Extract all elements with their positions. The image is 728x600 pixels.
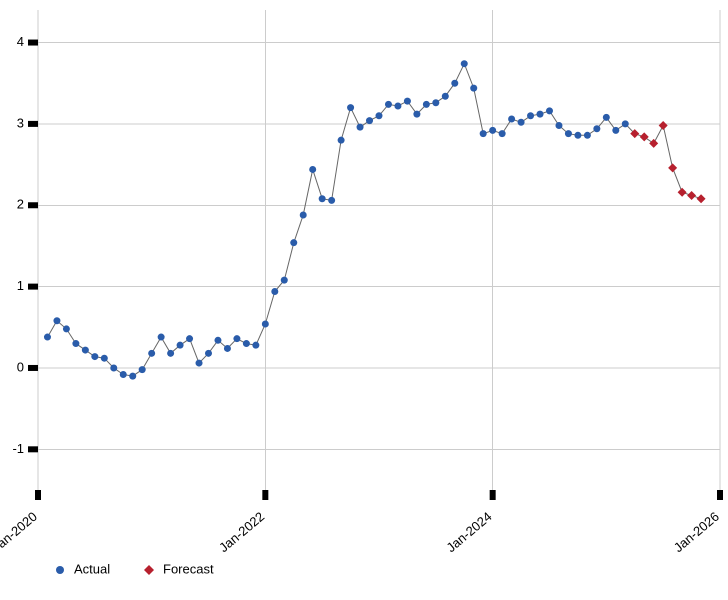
data-point-actual: [214, 337, 221, 344]
data-point-actual: [167, 350, 174, 357]
legend-marker: [144, 565, 154, 575]
data-point-actual: [44, 334, 51, 341]
data-point-forecast: [668, 163, 677, 172]
x-axis-ticks: Jan-2020 Jan-2022 Jan-2024 Jan-2026: [0, 490, 722, 555]
data-point-actual: [413, 111, 420, 118]
data-point-actual: [186, 335, 193, 342]
data-point-forecast: [659, 121, 668, 130]
data-point-actual: [196, 360, 203, 367]
data-point-actual: [394, 103, 401, 110]
data-point-actual: [177, 342, 184, 349]
data-point-actual: [281, 277, 288, 284]
y-tick-label: 1: [17, 278, 24, 293]
grid-horizontal: [38, 43, 720, 450]
y-tick-label: 4: [17, 34, 24, 49]
x-tick-label: Jan-2024: [443, 509, 494, 555]
data-point-actual: [243, 340, 250, 347]
time-series-chart: -1 0 1 2 3 4 Jan-2020 Jan-2022 Jan-2024 Jan-2026…: [0, 0, 728, 600]
series-line: [48, 64, 702, 376]
y-tick-label: 2: [17, 197, 24, 212]
data-point-actual: [158, 334, 165, 341]
data-point-actual: [489, 127, 496, 134]
data-point-actual: [328, 197, 335, 204]
data-point-actual: [205, 350, 212, 357]
data-point-forecast: [678, 188, 687, 197]
data-point-actual: [101, 355, 108, 362]
data-point-forecast: [640, 132, 649, 141]
data-point-actual: [451, 80, 458, 87]
data-point-actual: [366, 117, 373, 124]
data-point-actual: [527, 112, 534, 119]
data-point-actual: [63, 325, 70, 332]
data-point-actual: [224, 345, 231, 352]
grid-vertical: [38, 10, 720, 490]
data-point-actual: [271, 288, 278, 295]
data-point-actual: [309, 166, 316, 173]
y-tick-label: -1: [12, 441, 24, 456]
data-point-actual: [555, 122, 562, 129]
legend-marker: [56, 566, 64, 574]
data-point-actual: [139, 366, 146, 373]
x-tick-label: Jan-2020: [0, 509, 40, 555]
data-point-actual: [91, 353, 98, 360]
data-point-actual: [518, 119, 525, 126]
data-point-forecast: [687, 191, 696, 200]
data-point-actual: [129, 373, 136, 380]
data-point-actual: [593, 125, 600, 132]
y-tick-label: 0: [17, 359, 24, 374]
data-point-actual: [53, 317, 60, 324]
legend-label: Actual: [74, 561, 110, 576]
legend-label: Forecast: [163, 561, 214, 576]
data-point-actual: [120, 371, 127, 378]
data-point-forecast: [697, 194, 706, 203]
data-point-actual: [347, 104, 354, 111]
data-point-actual: [423, 101, 430, 108]
data-point-actual: [622, 120, 629, 127]
data-point-actual: [252, 342, 259, 349]
data-point-actual: [480, 130, 487, 137]
data-point-actual: [338, 137, 345, 144]
data-point-actual: [319, 195, 326, 202]
data-point-actual: [357, 124, 364, 131]
data-point-actual: [262, 321, 269, 328]
data-point-actual: [233, 335, 240, 342]
data-point-actual: [612, 127, 619, 134]
data-point-actual: [376, 112, 383, 119]
data-point-actual: [584, 132, 591, 139]
series-markers: [44, 60, 706, 379]
y-tick-label: 3: [17, 115, 24, 130]
data-point-actual: [499, 130, 506, 137]
data-point-actual: [385, 101, 392, 108]
data-point-forecast: [649, 139, 658, 148]
data-point-actual: [546, 107, 553, 114]
y-axis-ticks: -1 0 1 2 3 4: [12, 34, 38, 456]
data-point-actual: [470, 85, 477, 92]
x-tick-label: Jan-2022: [216, 509, 267, 555]
data-point-actual: [82, 347, 89, 354]
data-point-actual: [603, 114, 610, 121]
data-point-actual: [537, 111, 544, 118]
data-point-actual: [565, 130, 572, 137]
data-point-actual: [110, 364, 117, 371]
data-point-actual: [290, 239, 297, 246]
data-point-actual: [442, 93, 449, 100]
data-point-actual: [148, 350, 155, 357]
data-point-actual: [432, 99, 439, 106]
data-point-actual: [404, 98, 411, 105]
data-point-actual: [508, 116, 515, 123]
data-point-actual: [574, 132, 581, 139]
data-point-actual: [300, 212, 307, 219]
x-tick-label: Jan-2026: [671, 509, 722, 555]
data-point-actual: [72, 340, 79, 347]
data-point-actual: [461, 60, 468, 67]
legend: Actual Forecast: [56, 561, 214, 576]
